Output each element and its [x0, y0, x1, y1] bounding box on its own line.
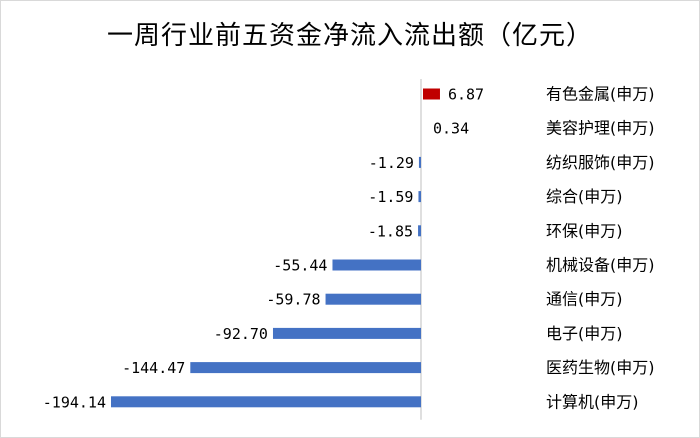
- bar: [111, 396, 421, 408]
- category-label: 环保(申万): [546, 221, 623, 240]
- data-label: -144.47: [122, 359, 185, 377]
- data-label: -1.85: [368, 222, 413, 240]
- bar: [423, 88, 440, 100]
- data-label: 6.87: [448, 86, 484, 104]
- bar: [418, 225, 421, 237]
- category-label: 电子(申万): [546, 324, 623, 343]
- category-label: 有色金属(申万): [546, 85, 655, 104]
- bar: [190, 362, 421, 374]
- data-label: -1.29: [369, 154, 414, 172]
- data-label: -194.14: [43, 393, 106, 411]
- bar: [332, 259, 421, 271]
- bar: [325, 293, 421, 305]
- category-label: 美容护理(申万): [546, 119, 655, 138]
- category-label: 机械设备(申万): [546, 256, 655, 275]
- data-label: -92.70: [214, 325, 268, 343]
- data-label: 0.34: [433, 120, 469, 138]
- category-label: 纺织服饰(申万): [546, 153, 655, 172]
- category-label: 综合(申万): [546, 187, 623, 206]
- bar: [418, 156, 421, 168]
- data-label: -59.78: [266, 291, 320, 309]
- bar: [418, 191, 421, 203]
- data-label: -1.59: [368, 188, 413, 206]
- category-label: 计算机(申万): [546, 392, 639, 411]
- category-label: 通信(申万): [546, 290, 623, 309]
- data-label: -55.44: [273, 257, 327, 275]
- category-label: 医药生物(申万): [546, 358, 655, 377]
- chart-title: 一周行业前五资金净流入流出额（亿元）: [106, 21, 593, 51]
- bar: [272, 327, 421, 339]
